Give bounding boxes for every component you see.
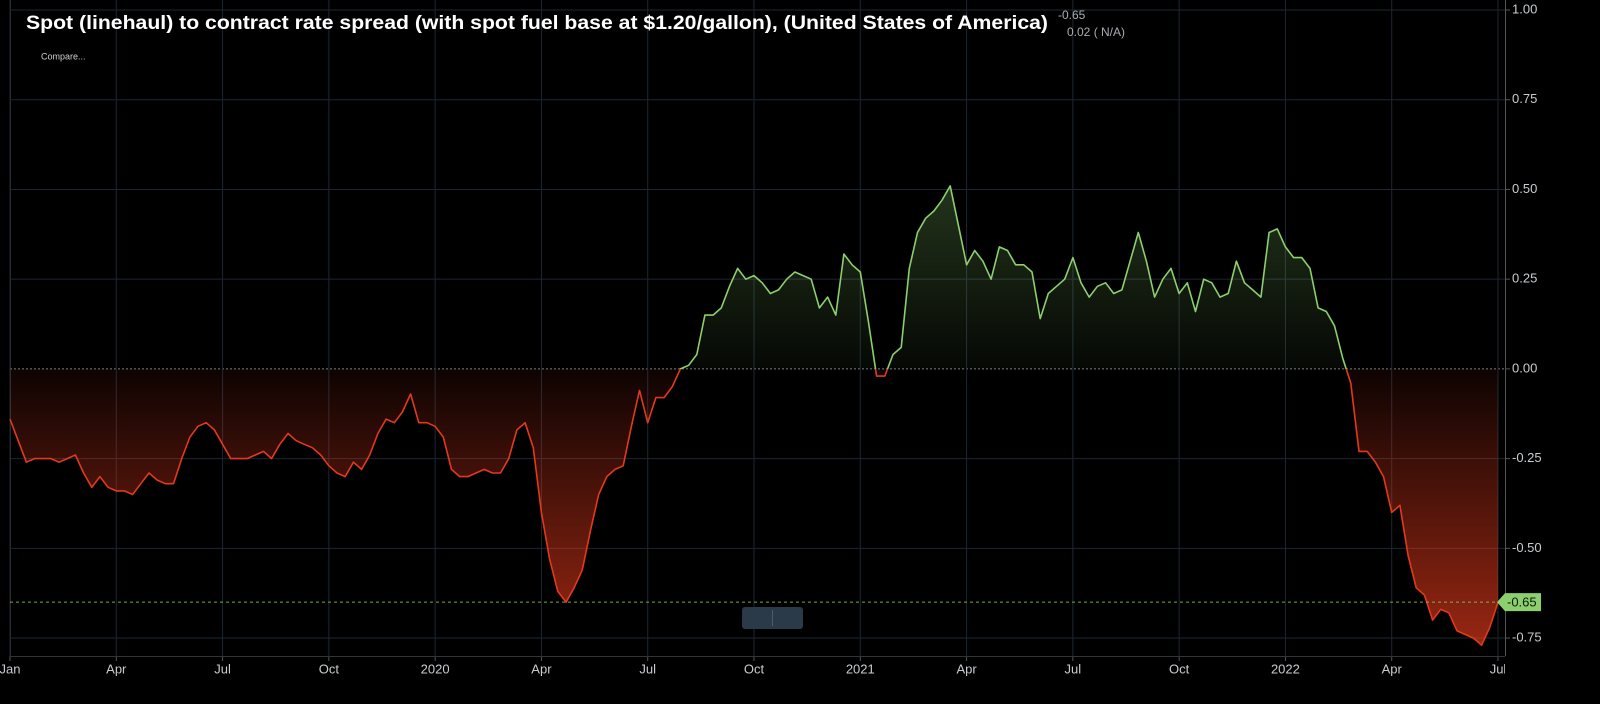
last-value: -0.65 bbox=[1058, 8, 1086, 22]
plot bbox=[9, 185, 1499, 646]
chart-title: Spot (linehaul) to contract rate spread … bbox=[26, 13, 1048, 34]
x-axis: Jan Apr Jul Oct 2020 Apr Jul Oct 2021 Apr Jul Oct 20… bbox=[0, 656, 1506, 676]
x-tick-label: Oct bbox=[1169, 661, 1190, 676]
x-tick-label: Apr bbox=[531, 661, 552, 676]
y-axis-panel bbox=[1505, 0, 1600, 704]
x-tick-label: Apr bbox=[1382, 661, 1403, 676]
y-tick-label: 0.00 bbox=[1512, 360, 1537, 375]
line bbox=[9, 185, 1499, 646]
x-tick-label: Apr bbox=[106, 661, 127, 676]
x-tick-label: Oct bbox=[319, 661, 340, 676]
y-tick-label: -0.75 bbox=[1512, 629, 1542, 644]
x-tick-label: Oct bbox=[744, 661, 765, 676]
x-tick-label: Jul bbox=[639, 661, 656, 676]
y-tick-label: -0.25 bbox=[1512, 450, 1542, 465]
x-tick-label: Jan bbox=[0, 661, 20, 676]
x-tick-label: Jul bbox=[1065, 661, 1082, 676]
last-value-label: -0.65 bbox=[1507, 595, 1537, 610]
y-tick-label: -0.50 bbox=[1512, 540, 1542, 555]
grid bbox=[9, 0, 1505, 656]
x-tick-label: Jul bbox=[1490, 661, 1507, 676]
y-tick-label: 0.75 bbox=[1512, 91, 1537, 106]
area-fill bbox=[10, 185, 1498, 646]
y-tick-label: 0.50 bbox=[1512, 181, 1537, 196]
y-axis: 1.00 0.75 0.50 0.25 0.00 -0.25 -0.50 -0.75 bbox=[1505, 1, 1542, 644]
change-label: 0.02 ( N/A) bbox=[1067, 25, 1125, 39]
x-tick-label: 2020 bbox=[421, 661, 450, 676]
x-tick-label: 2022 bbox=[1271, 661, 1300, 676]
last-value-badge bbox=[1497, 593, 1541, 612]
y-tick-label: 0.25 bbox=[1512, 271, 1537, 286]
x-tick-label: 2021 bbox=[846, 661, 875, 676]
x-tick-label: Apr bbox=[956, 661, 977, 676]
y-tick-label: 1.00 bbox=[1512, 1, 1537, 16]
compare-button[interactable]: Compare... bbox=[41, 51, 86, 61]
x-tick-label: Jul bbox=[214, 661, 231, 676]
